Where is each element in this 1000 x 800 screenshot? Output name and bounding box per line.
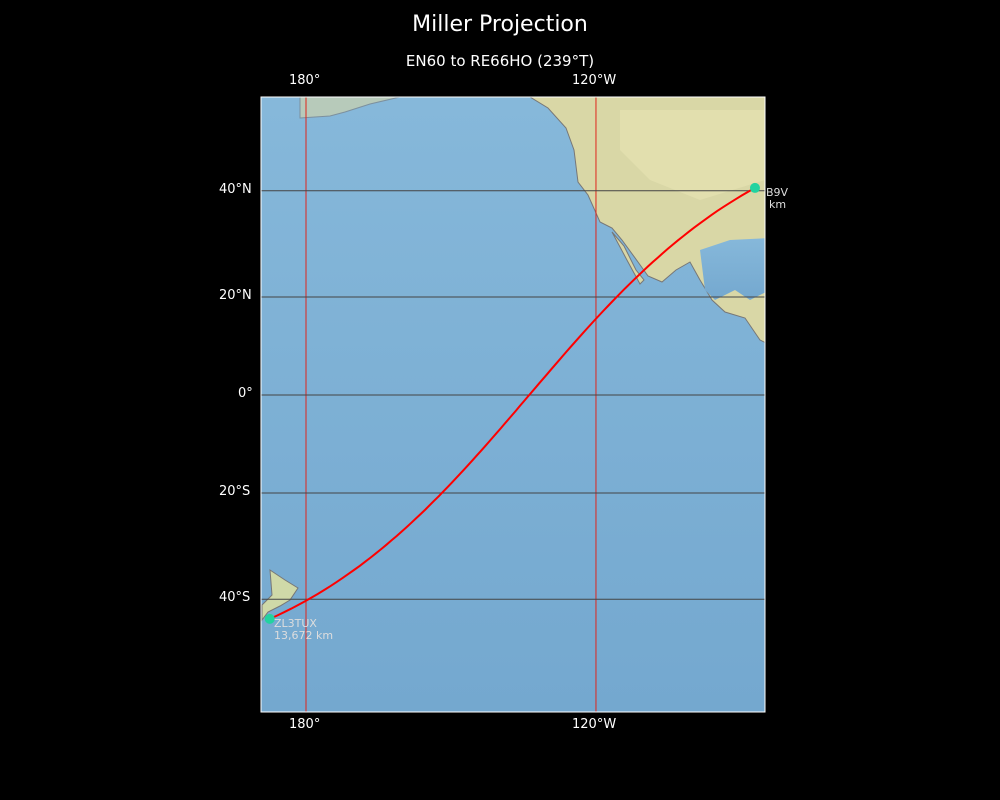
top-tick-120w: 120°W [572,73,617,88]
distance: 13,672 km [274,629,334,642]
endpoint-label-b9v: B9V km [766,187,788,211]
map-frame [260,96,766,713]
bottom-tick-120w: 120°W [572,717,617,732]
lat-tick-40n: 40°N [219,182,252,197]
map-title: Miller Projection [412,12,588,37]
lat-tick-20s: 20°S [219,484,251,499]
bottom-tick-180: 180° [289,717,321,732]
distance: km [769,198,787,211]
endpoint-label-zl3tux: ZL3TUX 13,672 km [274,618,333,642]
map-subtitle: EN60 to RE66HO (239°T) [405,52,595,70]
callsign: B9V [766,186,789,199]
lat-tick-0: 0° [238,386,253,401]
great-circle-path [269,187,756,620]
lat-tick-40s: 40°S [219,590,251,605]
callsign: ZL3TUX [274,617,317,630]
lat-tick-20n: 20°N [219,288,252,303]
endpoint-marker [749,182,760,193]
land [261,97,765,622]
top-tick-180: 180° [289,73,321,88]
endpoint-marker [264,613,275,624]
